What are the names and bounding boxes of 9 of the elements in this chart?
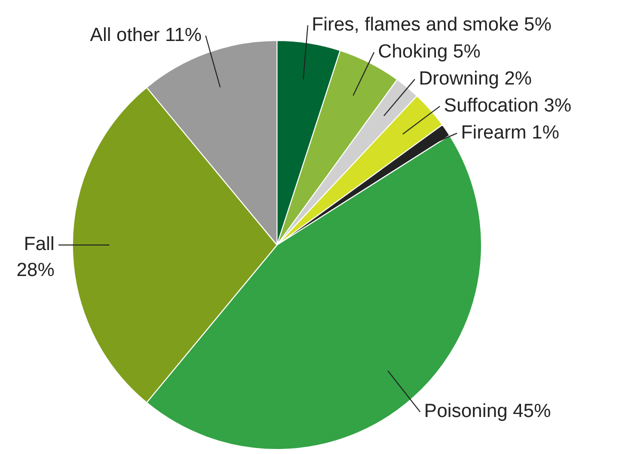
- slice-label: Fires, flames and smoke 5%: [312, 14, 552, 36]
- slice-label: Fall: [24, 234, 54, 256]
- slice-label: Choking 5%: [378, 41, 481, 62]
- slice-label: All other 11%: [90, 24, 202, 46]
- slice-label: Drowning 2%: [418, 68, 532, 90]
- slice-label: Firearm 1%: [461, 122, 560, 144]
- slice-label: Poisoning 45%: [424, 401, 552, 422]
- slice-label: Suffocation 3%: [444, 95, 572, 116]
- data-label: 28%: [16, 260, 55, 282]
